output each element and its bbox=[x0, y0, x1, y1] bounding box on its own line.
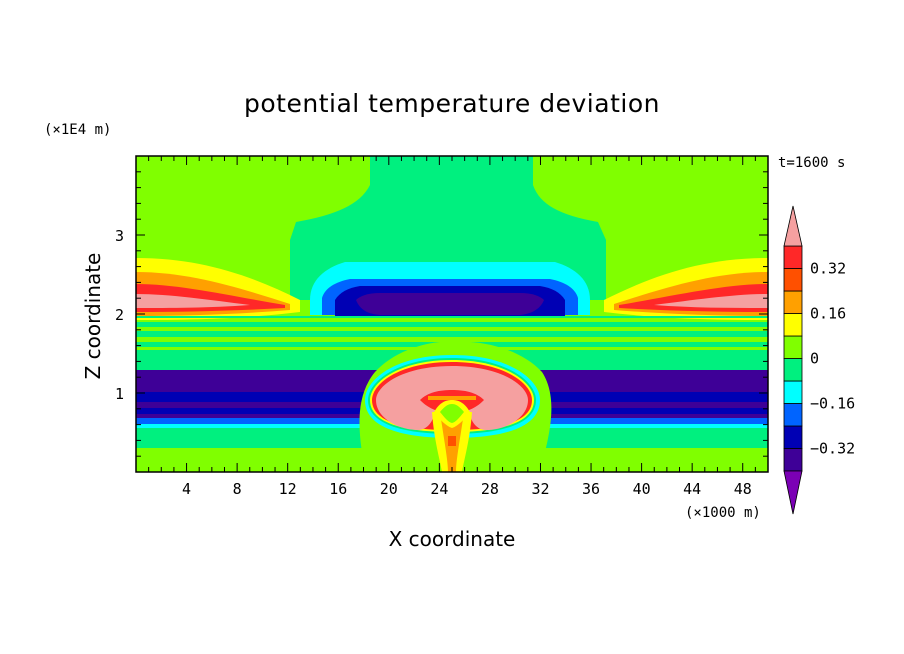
field-warm-right-pink bbox=[654, 294, 768, 308]
field-stem-red bbox=[448, 436, 456, 446]
x-tick-label: 4 bbox=[182, 480, 191, 498]
colorbar-box bbox=[783, 358, 803, 382]
field-band bbox=[136, 322, 768, 327]
colorbar-box bbox=[783, 425, 803, 449]
x-axis-label: X coordinate bbox=[389, 527, 516, 551]
plot-area bbox=[136, 156, 768, 472]
colorbar-box bbox=[783, 245, 803, 269]
colorbar-box bbox=[783, 403, 803, 427]
x-tick-label: 24 bbox=[430, 480, 448, 498]
field-inner-green bbox=[440, 404, 464, 423]
colorbar: 0.32 0.16 0 −0.16 −0.32 bbox=[783, 205, 855, 515]
y-unit-label: (×1E4 m) bbox=[44, 122, 111, 138]
colorbar-box bbox=[783, 290, 803, 314]
colorbar-top-arrow bbox=[783, 205, 803, 247]
x-axis-ticks: 4 8 12 16 20 24 28 32 36 40 44 48 bbox=[148, 156, 756, 498]
x-tick-label: 40 bbox=[633, 480, 651, 498]
field-warm-left-pink bbox=[136, 294, 250, 308]
y-tick-label: 1 bbox=[115, 385, 124, 403]
y-tick-label: 3 bbox=[115, 227, 124, 245]
field-inner-orange bbox=[428, 396, 476, 400]
x-tick-label: 48 bbox=[734, 480, 752, 498]
x-tick-label: 8 bbox=[233, 480, 242, 498]
x-tick-label: 16 bbox=[329, 480, 347, 498]
field-band bbox=[136, 316, 768, 318]
x-tick-label: 36 bbox=[582, 480, 600, 498]
x-tick-label: 20 bbox=[380, 480, 398, 498]
field-cold-core bbox=[356, 293, 544, 315]
chart-title: potential temperature deviation bbox=[244, 89, 660, 118]
y-axis-label: Z coordinate bbox=[81, 253, 105, 380]
time-label: t=1600 s bbox=[778, 155, 845, 171]
colorbar-label: 0.32 bbox=[810, 260, 846, 278]
x-unit-label: (×1000 m) bbox=[685, 505, 761, 521]
colorbar-box bbox=[783, 335, 803, 359]
x-tick-label: 12 bbox=[279, 480, 297, 498]
colorbar-bottom-arrow bbox=[783, 470, 803, 515]
colorbar-label: −0.32 bbox=[810, 440, 855, 458]
x-tick-label: 44 bbox=[683, 480, 701, 498]
x-tick-label: 28 bbox=[481, 480, 499, 498]
colorbar-box bbox=[783, 313, 803, 337]
colorbar-label: −0.16 bbox=[810, 395, 855, 413]
x-tick-label: 32 bbox=[531, 480, 549, 498]
colorbar-box bbox=[783, 448, 803, 472]
colorbar-box bbox=[783, 268, 803, 292]
colorbar-box bbox=[783, 380, 803, 404]
y-tick-label: 2 bbox=[115, 306, 124, 324]
colorbar-label: 0 bbox=[810, 350, 819, 368]
y-axis-ticks: 1 2 3 bbox=[115, 171, 768, 457]
colorbar-label: 0.16 bbox=[810, 305, 846, 323]
field-band bbox=[136, 331, 768, 337]
